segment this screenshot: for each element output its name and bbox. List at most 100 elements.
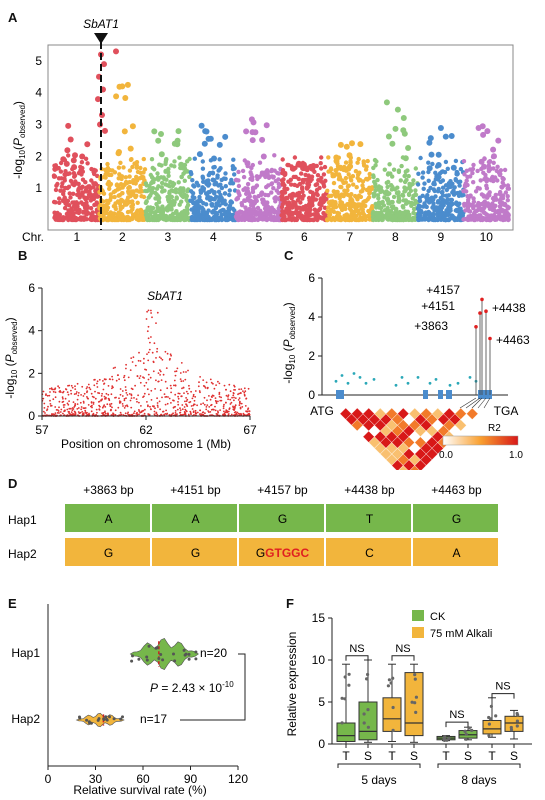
snp-point bbox=[290, 210, 295, 216]
snp-point bbox=[238, 401, 241, 404]
snp-point bbox=[152, 167, 157, 172]
snp-point bbox=[257, 213, 262, 218]
p-value-label: P = 2.43 × 10-10 bbox=[150, 680, 234, 695]
snp-point bbox=[162, 410, 164, 413]
snp-point bbox=[84, 141, 91, 148]
snp-point bbox=[189, 412, 192, 414]
snp-point bbox=[458, 166, 464, 172]
highlighted-snp-point bbox=[488, 336, 492, 341]
snp-point bbox=[198, 381, 200, 384]
snp-point bbox=[365, 177, 370, 182]
snp-point bbox=[175, 211, 180, 217]
snp-point bbox=[491, 153, 497, 160]
haplotype-cell bbox=[326, 538, 411, 566]
snp-point bbox=[236, 217, 241, 222]
snp-point bbox=[385, 190, 391, 196]
snp-point bbox=[79, 193, 85, 198]
snp-point bbox=[232, 166, 237, 171]
snp-point bbox=[310, 198, 315, 204]
snp-point bbox=[104, 412, 107, 415]
snp-point bbox=[299, 171, 304, 176]
snp-point bbox=[175, 128, 182, 135]
snp-point bbox=[132, 356, 135, 359]
e-x-tick: 120 bbox=[228, 772, 248, 786]
snp-point bbox=[183, 392, 185, 394]
snp-point bbox=[312, 207, 317, 212]
snp-point bbox=[192, 205, 198, 210]
snp-point bbox=[109, 378, 111, 381]
haplotype-row-label: Hap1 bbox=[8, 513, 37, 527]
snp-point bbox=[222, 191, 228, 196]
snp-point bbox=[198, 122, 205, 129]
snp-point bbox=[219, 177, 224, 183]
f-y-label: Relative expression bbox=[285, 632, 299, 737]
snp-point bbox=[353, 169, 359, 174]
snp-point bbox=[71, 182, 77, 188]
snp-point bbox=[502, 167, 508, 173]
snp-point bbox=[44, 412, 46, 414]
bracket-8-days bbox=[437, 763, 521, 768]
snp-point bbox=[212, 191, 217, 196]
tga-label: TGA bbox=[494, 404, 519, 418]
snp-point bbox=[47, 405, 49, 408]
snp-point bbox=[402, 179, 408, 185]
manhattan-y-tick: 4 bbox=[35, 86, 42, 100]
ld-connector bbox=[465, 397, 481, 409]
snp-point bbox=[444, 187, 449, 193]
snp-point bbox=[390, 184, 395, 190]
snp-point bbox=[49, 405, 52, 407]
snp-point bbox=[185, 404, 188, 406]
snp-point bbox=[134, 188, 139, 193]
snp-point bbox=[184, 378, 187, 381]
snp-point bbox=[236, 169, 241, 175]
snp-point bbox=[122, 182, 127, 188]
ns-label: NS bbox=[449, 709, 464, 721]
snp-point bbox=[124, 386, 127, 388]
snp-point bbox=[190, 405, 193, 407]
snp-point bbox=[229, 390, 232, 393]
bracket-5-days bbox=[337, 763, 421, 768]
snp-point bbox=[286, 202, 291, 208]
ld-legend-max: 1.0 bbox=[509, 450, 523, 461]
violin-point bbox=[159, 653, 163, 656]
snp-point bbox=[189, 189, 194, 194]
snp-point bbox=[90, 210, 96, 215]
snp-point bbox=[305, 177, 310, 182]
snp-point bbox=[89, 178, 94, 183]
snp-point bbox=[76, 382, 79, 385]
snp-point bbox=[240, 168, 246, 174]
snp-column-header: +4151 bp bbox=[170, 483, 221, 497]
snp-point bbox=[185, 202, 191, 208]
chromosome-label: 5 bbox=[255, 230, 262, 244]
snp-point bbox=[486, 213, 491, 218]
snp-point bbox=[113, 93, 120, 100]
snp-point bbox=[265, 200, 270, 205]
snp-point bbox=[158, 151, 165, 158]
snp-point bbox=[450, 164, 457, 171]
snp-point bbox=[65, 122, 72, 129]
ld-cell bbox=[466, 407, 479, 420]
b-gene-label: SbAT1 bbox=[147, 289, 183, 303]
snp-point bbox=[423, 215, 428, 220]
c-y-tick: 0 bbox=[308, 388, 315, 402]
snp-point bbox=[209, 378, 212, 381]
snp-point bbox=[167, 197, 172, 203]
ns-bracket bbox=[391, 655, 415, 661]
snp-point bbox=[205, 406, 208, 408]
snp-point bbox=[126, 185, 131, 191]
snp-point bbox=[207, 410, 210, 412]
b-y-tick: 0 bbox=[28, 409, 35, 423]
snp-point bbox=[118, 378, 120, 381]
snp-point bbox=[120, 214, 126, 219]
snp-point bbox=[130, 357, 133, 359]
snp-point bbox=[272, 214, 277, 220]
snp-point bbox=[466, 217, 471, 222]
chromosome-label: 3 bbox=[164, 230, 171, 244]
snp-point bbox=[336, 177, 342, 182]
snp-point bbox=[367, 171, 372, 177]
snp-point bbox=[87, 383, 90, 386]
snp-point bbox=[75, 192, 80, 197]
snp-point bbox=[402, 189, 407, 194]
snp-point bbox=[223, 176, 228, 181]
box bbox=[504, 715, 524, 732]
